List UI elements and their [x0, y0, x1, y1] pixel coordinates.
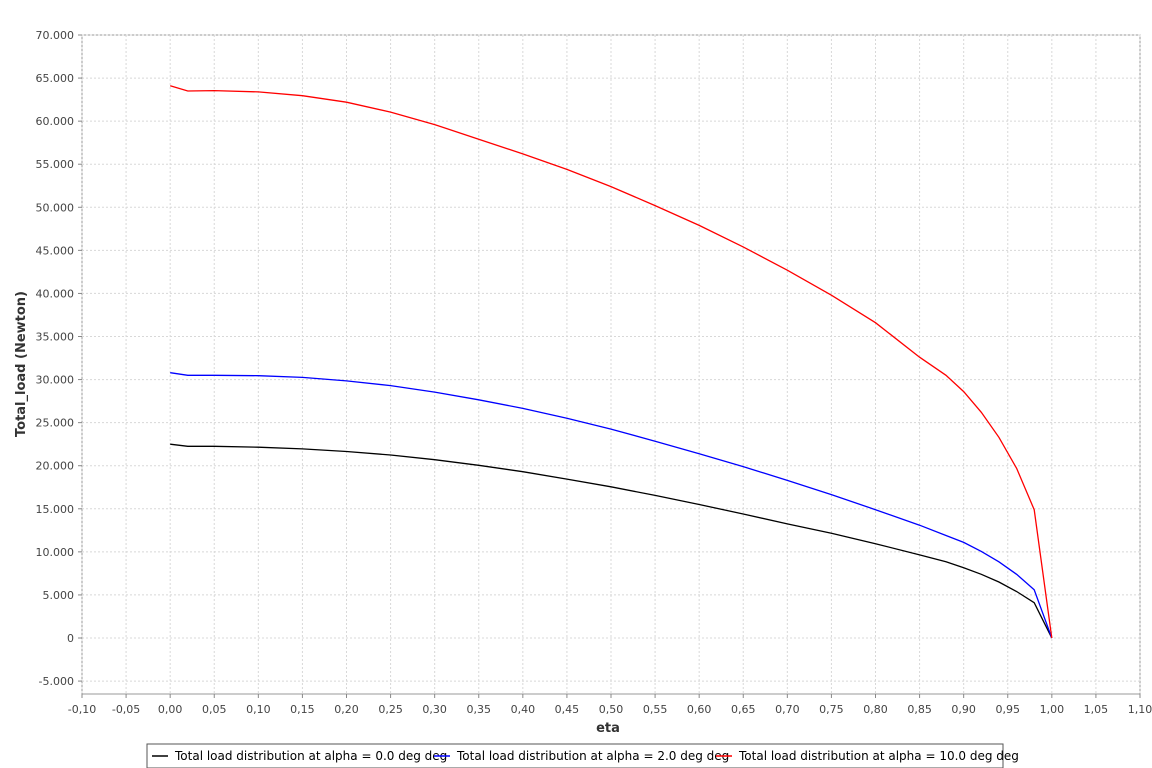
y-axis-ticks: -5.000 0 5.000 10.000 15.000 20.000 25.000 30.0… [36, 29, 82, 688]
x-tick-label: 0,20 [334, 703, 359, 716]
series-line-1 [170, 372, 1053, 639]
x-tick-label: 0,85 [907, 703, 932, 716]
y-tick-label: 70.000 [36, 29, 75, 42]
y-tick-label: 55.000 [36, 158, 75, 171]
y-tick-label: 50.000 [36, 201, 75, 214]
x-tick-label: 0,05 [202, 703, 227, 716]
y-tick-label: 40.000 [36, 287, 75, 300]
legend-label-alpha-10: Total load distribution at alpha = 10.0 … [738, 749, 1019, 763]
y-tick-label: 30.000 [36, 374, 75, 387]
x-tick-label: -0,05 [112, 703, 140, 716]
legend: Total load distribution at alpha = 0.0 d… [146, 743, 1019, 768]
x-tick-label: 0,70 [775, 703, 800, 716]
x-tick-label: 1,05 [1084, 703, 1109, 716]
x-tick-label: 0,80 [863, 703, 888, 716]
x-tick-label: 0,60 [687, 703, 712, 716]
y-tick-label: 60.000 [36, 115, 75, 128]
legend-label-alpha-2: Total load distribution at alpha = 2.0 d… [456, 749, 729, 763]
x-tick-label: 1,00 [1040, 703, 1065, 716]
y-tick-label: 20.000 [36, 460, 75, 473]
x-tick-label: 0,95 [996, 703, 1021, 716]
series-line-2 [170, 85, 1053, 639]
x-tick-label: 0,65 [731, 703, 756, 716]
y-tick-label: 10.000 [36, 546, 75, 559]
x-tick-label: 0,50 [599, 703, 624, 716]
x-tick-label: 0,00 [158, 703, 183, 716]
x-axis-ticks: -0,10 -0,05 0,00 0,05 0,10 0,15 0,20 0,25 0,30 0,… [68, 694, 1152, 716]
y-tick-label: 0 [67, 632, 74, 645]
x-tick-label: 0,45 [555, 703, 580, 716]
y-tick-label: 5.000 [43, 589, 75, 602]
y-tick-label: 15.000 [36, 503, 75, 516]
x-tick-label: 0,90 [951, 703, 976, 716]
y-tick-label: 35.000 [36, 331, 75, 344]
y-tick-label: 65.000 [36, 72, 75, 85]
y-tick-label: -5.000 [39, 675, 74, 688]
legend-label-alpha-0: Total load distribution at alpha = 0.0 d… [174, 749, 447, 763]
series-line-0 [170, 443, 1053, 639]
x-tick-label: 0,75 [819, 703, 844, 716]
y-axis-label: Total_load (Newton) [14, 291, 29, 437]
series-lines [170, 85, 1053, 639]
x-tick-label: 0,10 [246, 703, 271, 716]
x-tick-label: 0,35 [467, 703, 492, 716]
x-tick-label: 0,30 [422, 703, 447, 716]
x-tick-label: 0,25 [378, 703, 403, 716]
x-tick-label: -0,10 [68, 703, 96, 716]
legend-box [146, 743, 1004, 768]
grid-lines [81, 34, 1141, 694]
x-tick-label: 0,55 [643, 703, 668, 716]
x-tick-label: 0,40 [511, 703, 536, 716]
y-tick-label: 45.000 [36, 244, 75, 257]
x-axis-label: eta [596, 721, 620, 736]
x-tick-label: 0,15 [290, 703, 315, 716]
y-tick-label: 25.000 [36, 417, 75, 430]
x-tick-label: 1,10 [1128, 703, 1152, 716]
